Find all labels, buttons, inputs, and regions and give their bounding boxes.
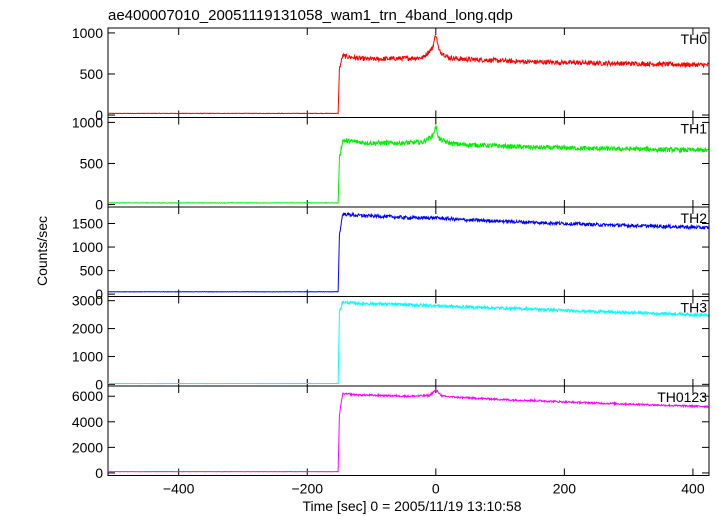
y-tick-label: 2000	[72, 321, 103, 337]
panel-label: TH3	[681, 300, 708, 316]
panel-label: TH1	[681, 121, 708, 137]
panel-frame	[107, 27, 710, 118]
x-tick-label: −400	[163, 481, 195, 497]
panel-frame	[107, 117, 710, 208]
y-tick-label: 1000	[72, 239, 103, 255]
y-tick-label: 6000	[72, 388, 103, 404]
series-line-th0123	[107, 388, 709, 473]
panel-label: TH2	[681, 210, 708, 226]
panel-label: TH0	[681, 31, 708, 47]
panel-label: TH0123	[657, 389, 707, 405]
x-tick-label: −200	[291, 481, 323, 497]
x-tick-label: 200	[553, 481, 577, 497]
y-tick-label: 500	[80, 155, 104, 171]
chart-title: ae400007010_20051119131058_wam1_trn_4ban…	[108, 7, 513, 24]
x-tick-label: 0	[432, 481, 440, 497]
series-line-th0	[107, 34, 709, 115]
panel-th0: 0 500 1000 TH0	[72, 25, 710, 123]
x-tick-label: 400	[681, 481, 705, 497]
panel-frame	[107, 296, 710, 387]
series-line-th1	[107, 125, 710, 204]
y-tick-label: 0	[95, 197, 103, 213]
y-tick-label: 4000	[72, 414, 103, 430]
y-tick-label: 3000	[72, 293, 103, 309]
y-tick-label: 1000	[72, 348, 103, 364]
series-line-th2	[107, 211, 710, 293]
y-tick-label: 1000	[72, 114, 103, 130]
y-tick-label: 500	[80, 66, 104, 82]
x-axis-label: Time [sec] 0 = 2005/11/19 13:10:58	[302, 498, 521, 514]
series-line-th3	[107, 300, 709, 385]
y-tick-label: 0	[95, 465, 103, 481]
y-tick-label: 1000	[72, 25, 103, 41]
y-tick-label: 0	[95, 376, 103, 392]
panel-th0123: 0 2000 4000 6000 TH0123	[72, 385, 710, 481]
y-tick-label: 500	[80, 263, 104, 279]
panel-th1: 0 500 1000 TH1	[72, 114, 710, 213]
y-tick-label: 2000	[72, 439, 103, 455]
panel-frame	[107, 385, 710, 476]
y-tick-label: 0	[95, 286, 103, 302]
y-tick-label: 1500	[72, 215, 103, 231]
y-tick-label: 0	[95, 107, 103, 123]
panel-frame	[107, 206, 710, 297]
panel-th2: 0 500 1000 1500 TH2	[72, 206, 710, 302]
y-axis-label: Counts/sec	[34, 216, 50, 286]
panel-th3: 0 1000 2000 3000 TH3	[72, 293, 710, 392]
